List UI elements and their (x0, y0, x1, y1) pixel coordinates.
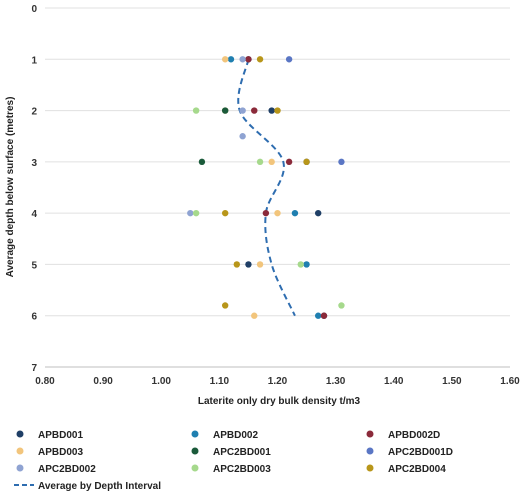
legend-label: APC2BD002 (38, 464, 96, 475)
data-point (239, 107, 246, 114)
y-tick-labels: 0 1 2 3 4 5 6 7 (31, 4, 37, 374)
data-point (256, 56, 264, 63)
data-point (221, 209, 229, 217)
data-point (285, 56, 293, 63)
y-tick-label: 6 (31, 312, 37, 323)
legend-label: APC2BD001D (388, 447, 453, 458)
y-tick-label: 0 (31, 4, 37, 15)
data-point (251, 312, 258, 319)
data-point (274, 209, 281, 217)
x-tick-labels: 0.80 0.90 1.00 1.10 1.20 1.30 1.40 1.50 1.60 (35, 376, 520, 387)
data-point (245, 56, 252, 63)
grid (45, 7, 510, 317)
data-point (338, 158, 345, 166)
data-point (198, 158, 206, 166)
data-point (303, 158, 310, 166)
data-point (233, 261, 241, 268)
x-tick-label: 1.00 (152, 376, 172, 387)
data-point (268, 107, 275, 114)
data-point (262, 209, 270, 217)
legend-label: APBD003 (38, 447, 83, 458)
x-tick-label: 1.10 (210, 376, 230, 387)
legend-marker (191, 447, 199, 455)
legend-label: APC2BD003 (213, 464, 271, 475)
data-point (227, 56, 235, 63)
legend-label: APBD001 (38, 430, 83, 441)
y-tick-label: 1 (31, 55, 37, 66)
data-point (274, 107, 281, 114)
legend: APBD001 APBD002 APBD002D APBD003 APC2BD001 AP… (14, 430, 453, 491)
y-axis-label: Average depth below surface (metres) (5, 97, 16, 278)
y-tick-label: 7 (31, 363, 37, 374)
data-point (285, 158, 293, 166)
data-point (192, 209, 200, 217)
data-point (221, 302, 229, 309)
legend-marker (191, 464, 199, 472)
x-tick-label: 0.80 (35, 376, 55, 387)
data-point (192, 107, 200, 114)
data-point (338, 302, 345, 309)
x-tick-label: 1.40 (384, 376, 404, 387)
x-tick-label: 0.90 (93, 376, 113, 387)
legend-marker (366, 464, 374, 472)
average-line (237, 59, 296, 317)
y-tick-label: 3 (31, 158, 37, 169)
data-point (291, 209, 299, 217)
data-point (239, 56, 246, 63)
legend-marker (191, 430, 199, 438)
legend-marker (16, 464, 24, 472)
y-tick-label: 2 (31, 107, 37, 118)
data-point (221, 56, 229, 63)
data-point (245, 261, 252, 268)
legend-label: APC2BD001 (213, 447, 271, 458)
y-tick-label: 4 (31, 209, 37, 220)
y-tick-label: 5 (31, 260, 37, 271)
legend-label: APC2BD004 (388, 464, 446, 475)
legend-label: Average by Depth Interval (38, 481, 161, 491)
x-axis-label: Laterite only dry bulk density t/m3 (198, 396, 361, 407)
x-tick-label: 1.30 (326, 376, 346, 387)
data-point (187, 209, 194, 217)
data-point (239, 133, 246, 140)
legend-marker (16, 430, 24, 438)
data-point (251, 107, 258, 114)
x-tick-label: 1.50 (442, 376, 462, 387)
data-point (303, 261, 310, 268)
legend-label: APBD002 (213, 430, 258, 441)
data-point (320, 312, 328, 319)
x-tick-label: 1.20 (268, 376, 288, 387)
data-point (314, 209, 322, 217)
data-point (221, 107, 229, 114)
data-point (256, 261, 264, 268)
data-points (187, 56, 345, 319)
data-point (297, 261, 304, 268)
legend-marker (16, 447, 24, 455)
legend-label: APBD002D (388, 430, 440, 441)
legend-marker (366, 447, 374, 455)
data-point (314, 312, 322, 319)
x-tick-label: 1.60 (500, 376, 520, 387)
data-point (268, 158, 275, 166)
legend-marker (366, 430, 374, 438)
data-point (256, 158, 264, 166)
